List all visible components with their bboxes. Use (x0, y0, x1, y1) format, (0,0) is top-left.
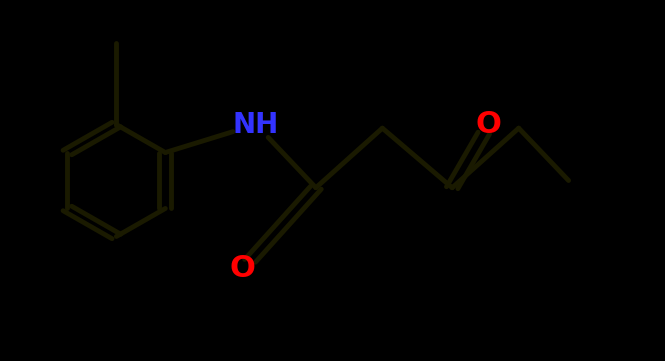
Text: NH: NH (233, 110, 279, 139)
Text: O: O (476, 110, 501, 139)
Text: O: O (230, 255, 255, 283)
